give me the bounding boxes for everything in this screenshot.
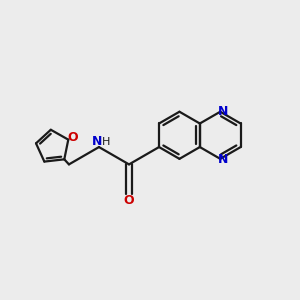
Text: N: N	[92, 135, 103, 148]
Text: O: O	[68, 131, 78, 144]
Text: O: O	[124, 194, 134, 207]
Text: N: N	[218, 105, 228, 118]
Text: H: H	[102, 137, 110, 147]
Text: N: N	[218, 153, 228, 166]
